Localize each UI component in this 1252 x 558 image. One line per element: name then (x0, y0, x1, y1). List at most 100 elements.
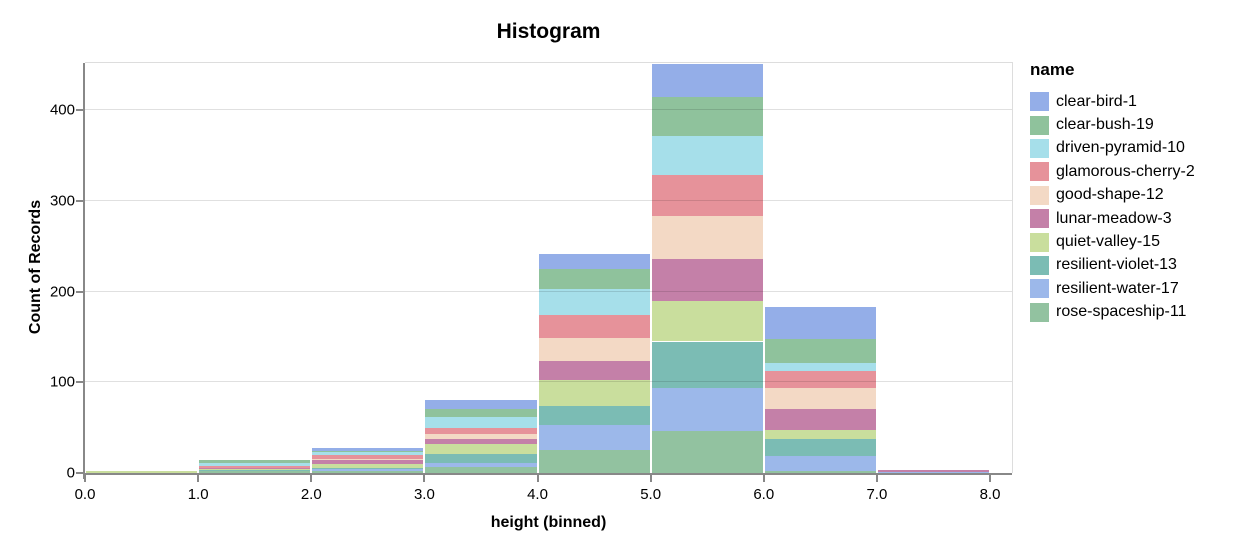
legend-items: clear-bird-1 clear-bush-19 driven-pyramid-… (1030, 90, 1195, 324)
bar-segment-clear-bird-1-bin6 (764, 307, 876, 339)
legend-item-resilient-water-17: resilient-water-17 (1030, 277, 1195, 300)
bar-segment-resilient-water-17-bin2 (312, 469, 424, 472)
legend-swatch-rose-spaceship-11 (1030, 302, 1049, 322)
legend-swatch-quiet-valley-15 (1030, 232, 1049, 252)
bar-segment-quiet-valley-15-bin3 (425, 443, 537, 454)
legend-swatch-driven-pyramid-10 (1030, 138, 1049, 158)
y-tick-label-400: 400 (49, 101, 75, 119)
y-tick-0 (76, 472, 83, 474)
legend-label: glamorous-cherry-2 (1056, 162, 1195, 180)
bar-segment-clear-bush-19-bin1 (199, 460, 311, 464)
plot-area: 0 100 200 300 400 0.0 1.0 2.0 3.0 4.0 5.0 6.0 7.0 8.0 (50, 62, 1013, 503)
bar-segment-good-shape-12-bin6 (764, 387, 876, 409)
bar-segment-driven-pyramid-10-bin2 (312, 452, 424, 455)
bar-segment-quiet-valley-15-bin1 (199, 469, 311, 471)
bar-segment-lunar-meadow-3-bin4 (538, 360, 650, 380)
bar-segment-clear-bird-1-bin4 (538, 254, 650, 269)
bar-segment-rose-spaceship-11-bin5 (651, 431, 763, 473)
bar-segment-clear-bush-19-bin6 (764, 338, 876, 364)
legend-item-lunar-meadow-3: lunar-meadow-3 (1030, 207, 1195, 230)
legend-label: lunar-meadow-3 (1056, 209, 1172, 227)
legend-label: rose-spaceship-11 (1056, 303, 1187, 321)
x-tick-label-3.0: 3.0 (413, 486, 435, 503)
bar-segment-glamorous-cherry-2-bin6 (764, 371, 876, 388)
bar-segment-rose-spaceship-11-bin6 (764, 471, 876, 473)
bar-segment-lunar-meadow-3-bin1 (199, 468, 311, 470)
bar-segment-quiet-valley-15-bin6 (764, 430, 876, 440)
bar-segment-quiet-valley-15-bin4 (538, 379, 650, 406)
legend-label: resilient-water-17 (1056, 279, 1179, 297)
bar-segment-clear-bird-1-bin5 (651, 63, 763, 98)
y-tick-100 (76, 381, 83, 384)
x-tick-2.0 (310, 475, 313, 482)
x-tick-5.0 (649, 475, 652, 482)
bar-segment-quiet-valley-15-bin5 (651, 300, 763, 342)
bar-segment-resilient-violet-13-bin4 (538, 405, 650, 425)
bar-segment-driven-pyramid-10-bin1 (199, 463, 311, 466)
bar-segment-resilient-water-17-bin3 (425, 463, 537, 467)
x-axis-domain-line (83, 473, 1012, 475)
bar-segment-clear-bush-19-bin4 (538, 268, 650, 289)
legend-swatch-resilient-violet-13 (1030, 255, 1049, 275)
chart-title: Histogram (496, 20, 601, 43)
x-tick-7.0 (875, 475, 878, 482)
legend-item-good-shape-12: good-shape-12 (1030, 184, 1195, 207)
y-tick-label-300: 300 (49, 192, 75, 210)
legend-item-driven-pyramid-10: driven-pyramid-10 (1030, 137, 1195, 160)
bar-segment-clear-bush-19-bin3 (425, 408, 537, 417)
bar-segment-clear-bush-19-bin2 (312, 451, 424, 453)
x-tick-0.0 (84, 475, 86, 482)
bar-segment-lunar-meadow-3-bin6 (764, 408, 876, 431)
x-tick-4.0 (536, 475, 539, 482)
bar-segment-glamorous-cherry-2-bin1 (199, 465, 311, 469)
y-tick-label-100: 100 (49, 373, 75, 391)
legend-item-glamorous-cherry-2: glamorous-cherry-2 (1030, 160, 1195, 183)
bar-segment-quiet-valley-15-bin2 (312, 463, 424, 468)
bar-segment-resilient-water-17-bin4 (538, 424, 650, 451)
bar-segment-clear-bird-1-bin2 (312, 447, 424, 452)
y-tick-200 (76, 290, 83, 293)
bar-segment-good-shape-12-bin3 (425, 434, 537, 439)
y-tick-label-200: 200 (49, 283, 75, 301)
legend-item-quiet-valley-15: quiet-valley-15 (1030, 230, 1195, 253)
legend-swatch-good-shape-12 (1030, 185, 1049, 205)
bar-segment-glamorous-cherry-2-bin5 (651, 175, 763, 217)
bar-segment-lunar-meadow-3-bin3 (425, 438, 537, 444)
x-tick-1.0 (197, 475, 200, 482)
x-tick-6.0 (762, 475, 765, 482)
legend-label: good-shape-12 (1056, 186, 1164, 204)
x-tick-label-7.0: 7.0 (866, 486, 888, 503)
x-tick-label-1.0: 1.0 (187, 486, 209, 503)
bar-segment-good-shape-12-bin5 (651, 216, 763, 259)
legend-label: quiet-valley-15 (1056, 233, 1161, 251)
gridline-y-300 (85, 199, 1012, 201)
bar-segment-glamorous-cherry-2-bin4 (538, 315, 650, 338)
bar-segment-driven-pyramid-10-bin6 (764, 363, 876, 372)
bar-segment-rose-spaceship-11-bin3 (425, 466, 537, 473)
bar-segment-glamorous-cherry-2-bin3 (425, 427, 537, 434)
y-tick-label-0: 0 (66, 464, 75, 482)
legend-swatch-glamorous-cherry-2 (1030, 162, 1049, 182)
legend-swatch-resilient-water-17 (1030, 279, 1049, 299)
bar-segment-clear-bush-19-bin5 (651, 97, 763, 137)
legend-item-rose-spaceship-11: rose-spaceship-11 (1030, 301, 1195, 324)
y-tick-300 (76, 199, 83, 202)
x-tick-label-2.0: 2.0 (300, 486, 322, 503)
y-tick-400 (76, 109, 83, 112)
bar-segment-resilient-water-17-bin7 (877, 472, 989, 473)
x-tick-label-0.0: 0.0 (74, 486, 96, 503)
bar-segment-clear-bird-1-bin3 (425, 400, 537, 409)
x-tick-label-5.0: 5.0 (640, 486, 662, 503)
bar-segment-rose-spaceship-11-bin4 (538, 450, 650, 473)
legend-item-resilient-violet-13: resilient-violet-13 (1030, 254, 1195, 277)
legend-label: resilient-violet-13 (1056, 256, 1177, 274)
bar-segment-good-shape-12-bin2 (312, 458, 424, 461)
legend-label: clear-bush-19 (1056, 116, 1154, 134)
bar-segment-glamorous-cherry-2-bin2 (312, 454, 424, 459)
legend-item-clear-bush-19: clear-bush-19 (1030, 113, 1195, 136)
y-axis-title: Count of Records (27, 199, 44, 335)
x-tick-label-6.0: 6.0 (753, 486, 775, 503)
legend-label: clear-bird-1 (1056, 92, 1137, 110)
gridline-y-400 (85, 109, 1012, 111)
x-axis-title: height (binned) (490, 514, 607, 531)
